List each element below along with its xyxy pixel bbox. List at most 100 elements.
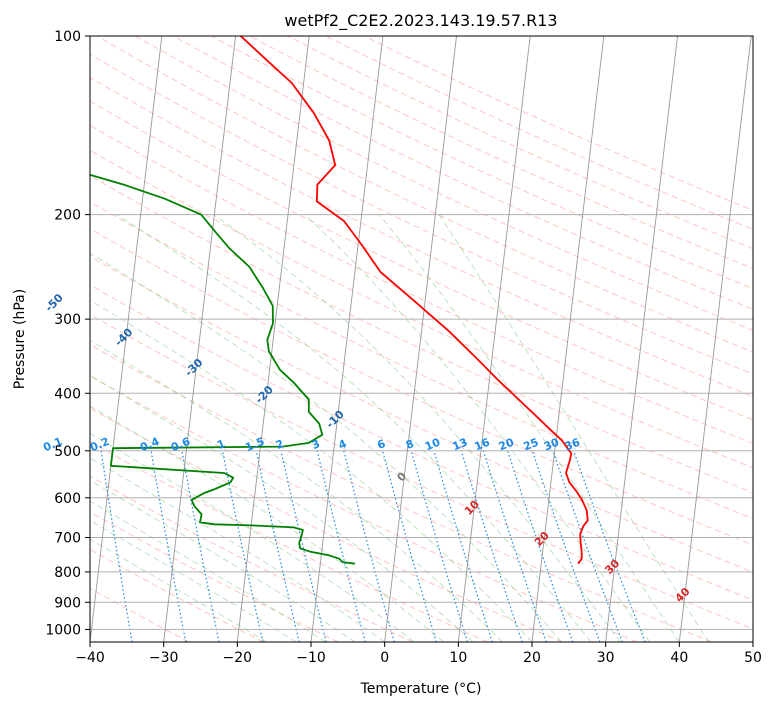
dry-adiabat: [90, 228, 753, 546]
mixing-ratio-label: 1: [215, 437, 227, 452]
moist-adiabat: [90, 457, 385, 642]
x-tick-label: −10: [296, 650, 326, 666]
dry-adiabats: [90, 36, 753, 642]
dry-adiabat: [134, 36, 753, 331]
mixing-ratio-line: [433, 450, 493, 642]
x-tick-label: 30: [597, 650, 615, 666]
moist-adiabat: [304, 214, 651, 642]
x-tick-label: −30: [149, 650, 179, 666]
mixing-ratio-line: [100, 450, 133, 642]
dry-adiabat: [363, 36, 753, 211]
x-tick-label: −20: [223, 650, 253, 666]
mixing-ratio-line: [482, 450, 547, 642]
y-tick-label: 800: [54, 565, 81, 581]
y-tick-label: 600: [54, 491, 81, 507]
mixing-ratio-line: [507, 450, 574, 642]
mixing-ratio-label: 8: [404, 437, 416, 452]
y-tick-label: 1000: [45, 622, 81, 638]
mixing-ratio-line: [531, 450, 601, 642]
plot-frame: [89, 35, 754, 643]
x-tick-label: 40: [670, 650, 688, 666]
moist-adiabat: [90, 252, 562, 642]
isotherm-line: [678, 36, 752, 642]
mixing-ratio-lines: [100, 450, 646, 642]
x-axis-ticks: −40 −30 −20 −10 0 10 20 30 40 50: [75, 642, 762, 666]
mixing-ratio-label: 25: [521, 436, 540, 454]
mixing-ratio-line: [410, 450, 469, 642]
dry-adiabat: [90, 313, 753, 630]
mixing-ratio-label: 10: [423, 436, 442, 454]
x-tick-label: 20: [523, 650, 541, 666]
plot-background: [90, 36, 753, 642]
x-tick-label: 50: [744, 650, 762, 666]
mixing-ratio-line: [382, 450, 437, 642]
moist-adiabat: [438, 214, 710, 642]
dry-adiabat: [249, 36, 753, 270]
y-tick-label: 700: [54, 531, 81, 547]
dry-adiabat: [90, 441, 488, 642]
dewpoint-line: [90, 173, 356, 565]
y-tick-label: 100: [54, 29, 81, 45]
x-tick-label: −40: [75, 650, 105, 666]
y-axis-ticks: 100 200 300 400 500 600 700 800 900 1000: [45, 29, 90, 638]
moist-adiabat: [115, 214, 592, 642]
dry-adiabat: [90, 124, 753, 445]
reference-lines: [90, 36, 753, 642]
mixing-ratio-line: [460, 450, 523, 642]
profile-series: [90, 36, 589, 565]
moist-adiabat: [90, 520, 297, 642]
isotherm-line: [310, 36, 384, 642]
y-tick-label: 900: [54, 595, 81, 611]
isotherm-line: [163, 36, 236, 642]
isotherm-lines: [90, 36, 753, 642]
isotherm-label: -50: [43, 291, 66, 314]
mixing-ratio-label: 16: [473, 436, 492, 454]
dry-adiabat: [211, 36, 753, 290]
mixing-ratio-label: 20: [497, 436, 516, 454]
moist-adiabat: [90, 432, 415, 642]
mixing-ratio-line: [280, 450, 327, 642]
mixing-ratio-label: 13: [450, 436, 469, 454]
mixing-ratio-label: 36: [563, 436, 582, 454]
dry-adiabat: [325, 36, 753, 230]
chart-title: wetPf2_C2E2.2023.143.19.57.R13: [284, 11, 557, 31]
isotherm-line: [384, 36, 457, 642]
isotherm-line: [457, 36, 531, 642]
dry-adiabat: [173, 36, 753, 310]
isotherm-line: [752, 638, 753, 642]
dry-adiabat: [90, 284, 753, 601]
isotherm-line: [531, 36, 605, 642]
isotherm-line: [605, 36, 678, 642]
dry-adiabat: [287, 36, 753, 250]
mixing-ratio-line: [316, 450, 366, 642]
mixing-ratio-line: [343, 450, 395, 642]
dry-adiabat: [96, 36, 753, 353]
dry-adiabat: [90, 76, 753, 398]
mixing-ratio-line: [255, 450, 300, 642]
temperature-line: [240, 36, 589, 565]
mixing-ratio-label: 2: [274, 437, 286, 452]
dry-adiabat: [90, 100, 753, 421]
moist-adiabat: [90, 479, 356, 642]
x-tick-label: 10: [449, 650, 467, 666]
moist-adiabats: [90, 214, 710, 642]
isotherm-line: [236, 36, 310, 642]
moist-adiabat: [90, 299, 533, 642]
dry-adiabat: [90, 511, 339, 642]
x-axis-label: Temperature (°C): [360, 681, 482, 697]
mixing-ratio-line: [181, 450, 220, 642]
x-tick-label: 0: [380, 650, 389, 666]
moist-adiabat: [378, 214, 680, 642]
y-tick-label: 300: [54, 312, 81, 328]
mixing-ratio-label: 30: [542, 436, 561, 454]
moist-adiabat: [90, 500, 326, 642]
mixing-ratio-line: [221, 450, 264, 642]
dry-adiabat: [90, 53, 753, 375]
y-tick-label: 400: [54, 386, 81, 402]
mixing-ratio-label: 3: [310, 437, 322, 452]
dry-adiabat: [90, 407, 563, 642]
isotherm-line: [90, 36, 163, 642]
moist-adiabat: [90, 538, 268, 642]
y-tick-label: 200: [54, 208, 81, 224]
